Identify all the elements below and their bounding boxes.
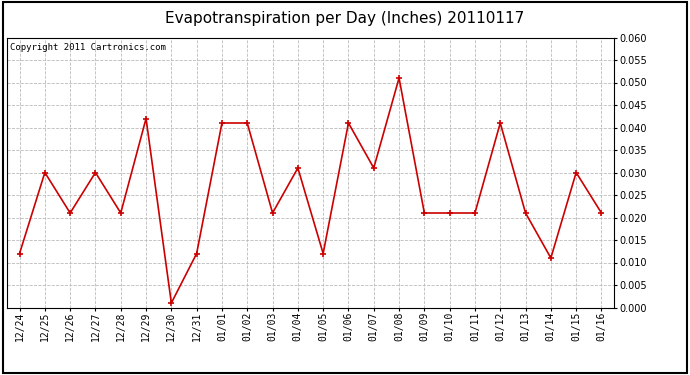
Text: Evapotranspiration per Day (Inches) 20110117: Evapotranspiration per Day (Inches) 2011… [166, 11, 524, 26]
Text: Copyright 2011 Cartronics.com: Copyright 2011 Cartronics.com [10, 43, 166, 52]
